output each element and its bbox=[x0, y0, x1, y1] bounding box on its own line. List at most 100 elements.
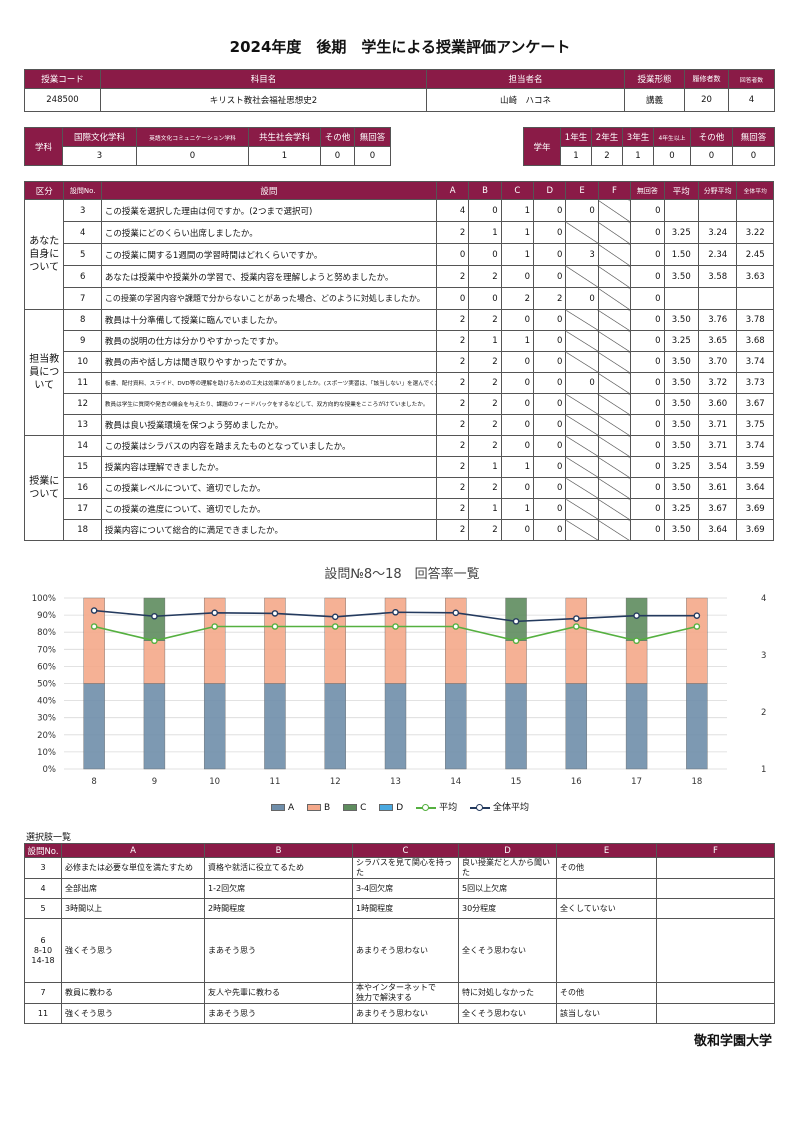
empty-cell-e bbox=[565, 435, 599, 457]
question-row: 13 教員は良い授業環境を保つよう努めましたか。 2 2 0 0 0 3.50 3.71 3.75 bbox=[25, 414, 774, 436]
department-value: 0 bbox=[354, 146, 391, 166]
y-tick-label: 80% bbox=[37, 628, 56, 638]
answer-count-d: 0 bbox=[533, 498, 567, 520]
question-row: 6 あなたは授業中や授業外の学習で、授業内容を理解しようと努めましたか。 2 2 0 0 0… bbox=[25, 265, 774, 288]
legend-swatch-d bbox=[379, 804, 394, 811]
choices-title: 選択肢一覧 bbox=[26, 833, 72, 843]
year-header: その他 bbox=[690, 127, 733, 147]
overall-average: 3.69 bbox=[736, 519, 774, 541]
choice-question-number: 7 bbox=[24, 982, 62, 1004]
field-average bbox=[697, 287, 738, 310]
choice-row: 6 8-10 14-18 強くそう思う まあそう思う あまりそう思わない 全くそう思わな… bbox=[24, 918, 775, 983]
field-average: 3.60 bbox=[697, 393, 738, 415]
choice-option-f bbox=[656, 878, 775, 899]
choice-option-f bbox=[656, 857, 775, 879]
bar-b bbox=[686, 597, 708, 684]
point-average bbox=[271, 623, 279, 630]
point-overall-average bbox=[90, 607, 98, 614]
answer-count-b: 0 bbox=[468, 243, 502, 266]
answer-count-a: 2 bbox=[435, 456, 470, 478]
y-tick-label: 20% bbox=[37, 731, 56, 741]
no-answer-count: 0 bbox=[630, 351, 665, 373]
average-score: 3.50 bbox=[663, 309, 699, 331]
answer-count-c: 0 bbox=[500, 435, 535, 457]
course-format: 講義 bbox=[624, 88, 685, 112]
overall-average: 3.74 bbox=[736, 435, 774, 457]
section-label: 授業について bbox=[23, 435, 65, 541]
y-tick-label: 70% bbox=[37, 645, 56, 655]
year-value: 0 bbox=[690, 146, 733, 166]
empty-cell-e bbox=[565, 221, 599, 244]
empty-cell-f bbox=[597, 265, 632, 288]
choice-option-e: その他 bbox=[556, 857, 657, 879]
choice-option-b: 1-2回欠席 bbox=[204, 878, 353, 899]
empty-cell-e bbox=[565, 393, 599, 415]
question-text: この授業はシラバスの内容を踏まえたものとなっていましたか。 bbox=[100, 435, 437, 457]
legend-item: 平均 bbox=[416, 800, 457, 813]
department-value: 3 bbox=[62, 146, 137, 166]
page-title: 2024年度 後期 学生による授業評価アンケート bbox=[229, 38, 571, 56]
y2-tick-label: 2 bbox=[761, 708, 766, 718]
choice-question-number: 11 bbox=[24, 1003, 62, 1024]
bar-b bbox=[445, 597, 467, 684]
empty-cell-e bbox=[565, 414, 599, 436]
choice-option-e: 全くしていない bbox=[556, 898, 657, 919]
choices-header: E bbox=[556, 843, 657, 858]
average-score: 3.50 bbox=[663, 393, 699, 415]
y-tick-label: 30% bbox=[37, 714, 56, 724]
answer-count-b: 2 bbox=[468, 265, 502, 288]
average-score: 1.50 bbox=[663, 243, 699, 266]
empty-cell-f bbox=[597, 393, 632, 415]
bar-a bbox=[83, 683, 105, 770]
no-answer-count: 0 bbox=[630, 477, 665, 499]
choice-option-c: あまりそう思わない bbox=[352, 918, 459, 983]
point-overall-average bbox=[392, 608, 399, 616]
question-text: 教員は十分準備して授業に臨んでいましたか。 bbox=[100, 309, 437, 331]
bar-c bbox=[625, 597, 648, 641]
choice-row: 7 教員に教わる 友人や先輩に教わる 本やインターネットで 独力で解決する 特に対処しな… bbox=[24, 982, 775, 1004]
answer-count-d: 0 bbox=[533, 477, 567, 499]
legend-label: 平均 bbox=[439, 803, 458, 813]
instructor-name: 山崎 ハコネ bbox=[426, 88, 625, 112]
y-tick-label: 0% bbox=[43, 765, 57, 775]
overall-average: 3.59 bbox=[736, 456, 774, 478]
no-answer-count: 0 bbox=[630, 330, 665, 352]
choice-option-c: 本やインターネットで 独力で解決する bbox=[352, 982, 459, 1004]
point-average bbox=[211, 623, 218, 630]
bar-b bbox=[143, 640, 166, 684]
question-number: 13 bbox=[63, 414, 102, 436]
overall-average: 2.45 bbox=[736, 243, 774, 266]
overall-average bbox=[736, 287, 774, 310]
choice-question-number: 5 bbox=[24, 898, 62, 919]
x-tick-label: 14 bbox=[450, 777, 461, 787]
response-rate-chart: 設問№8～18 回答率一覧 0% 10% 20% 30% 40% 50% 60% 70% 80% 9… bbox=[32, 566, 767, 787]
no-answer-count: 0 bbox=[630, 456, 665, 478]
no-answer-count: 0 bbox=[630, 309, 665, 331]
answer-count-b: 2 bbox=[468, 309, 502, 331]
field-average: 3.67 bbox=[697, 498, 738, 520]
point-average bbox=[151, 637, 158, 645]
question-row: 9 教員の説明の仕方は分かりやすかったですか。 2 1 1 0 0 3.25 3.65 3.68 bbox=[25, 330, 774, 352]
bar-b bbox=[625, 640, 648, 684]
choice-option-b: まあそう思う bbox=[204, 1003, 353, 1024]
bar-a bbox=[686, 683, 708, 770]
answer-count-b: 1 bbox=[468, 498, 502, 520]
year-header: 無回答 bbox=[732, 127, 775, 147]
question-row: 授業について 14 この授業はシラバスの内容を踏まえたものとなっていましたか。 2 2 0… bbox=[23, 435, 774, 541]
question-number: 7 bbox=[63, 287, 102, 310]
question-text: 授業内容について総合的に満足できましたか。 bbox=[100, 519, 437, 541]
question-header: 設問 bbox=[100, 181, 437, 200]
question-row: 担当教員について 8 教員は十分準備して授業に臨んでいましたか。 2 2 0 0 0 3.50 3… bbox=[23, 309, 774, 436]
course-header: 科目名 bbox=[100, 69, 427, 89]
answer-count-e: 0 bbox=[565, 199, 599, 222]
average-score: 3.50 bbox=[663, 435, 699, 457]
answer-count-a: 2 bbox=[435, 393, 470, 415]
question-text: この授業に関する1週間の学習時間はどれくらいですか。 bbox=[100, 243, 437, 266]
answer-count-b: 2 bbox=[468, 372, 502, 394]
overall-average: 3.74 bbox=[736, 351, 774, 373]
answer-count-a: 2 bbox=[435, 351, 470, 373]
field-average: 2.34 bbox=[697, 243, 738, 266]
university-name: 敬和学園大学 bbox=[693, 1034, 772, 1049]
choice-option-a: 3時間以上 bbox=[61, 898, 205, 919]
answer-count-d: 0 bbox=[533, 393, 567, 415]
